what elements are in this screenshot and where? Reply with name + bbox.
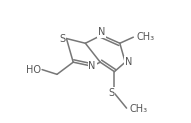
- Text: S: S: [108, 88, 114, 98]
- Text: CH₃: CH₃: [130, 104, 148, 115]
- Text: CH₃: CH₃: [136, 32, 154, 42]
- Text: N: N: [98, 27, 105, 37]
- Text: HO: HO: [26, 65, 41, 75]
- Text: N: N: [88, 61, 96, 71]
- Text: S: S: [59, 34, 66, 44]
- Text: N: N: [125, 57, 132, 67]
